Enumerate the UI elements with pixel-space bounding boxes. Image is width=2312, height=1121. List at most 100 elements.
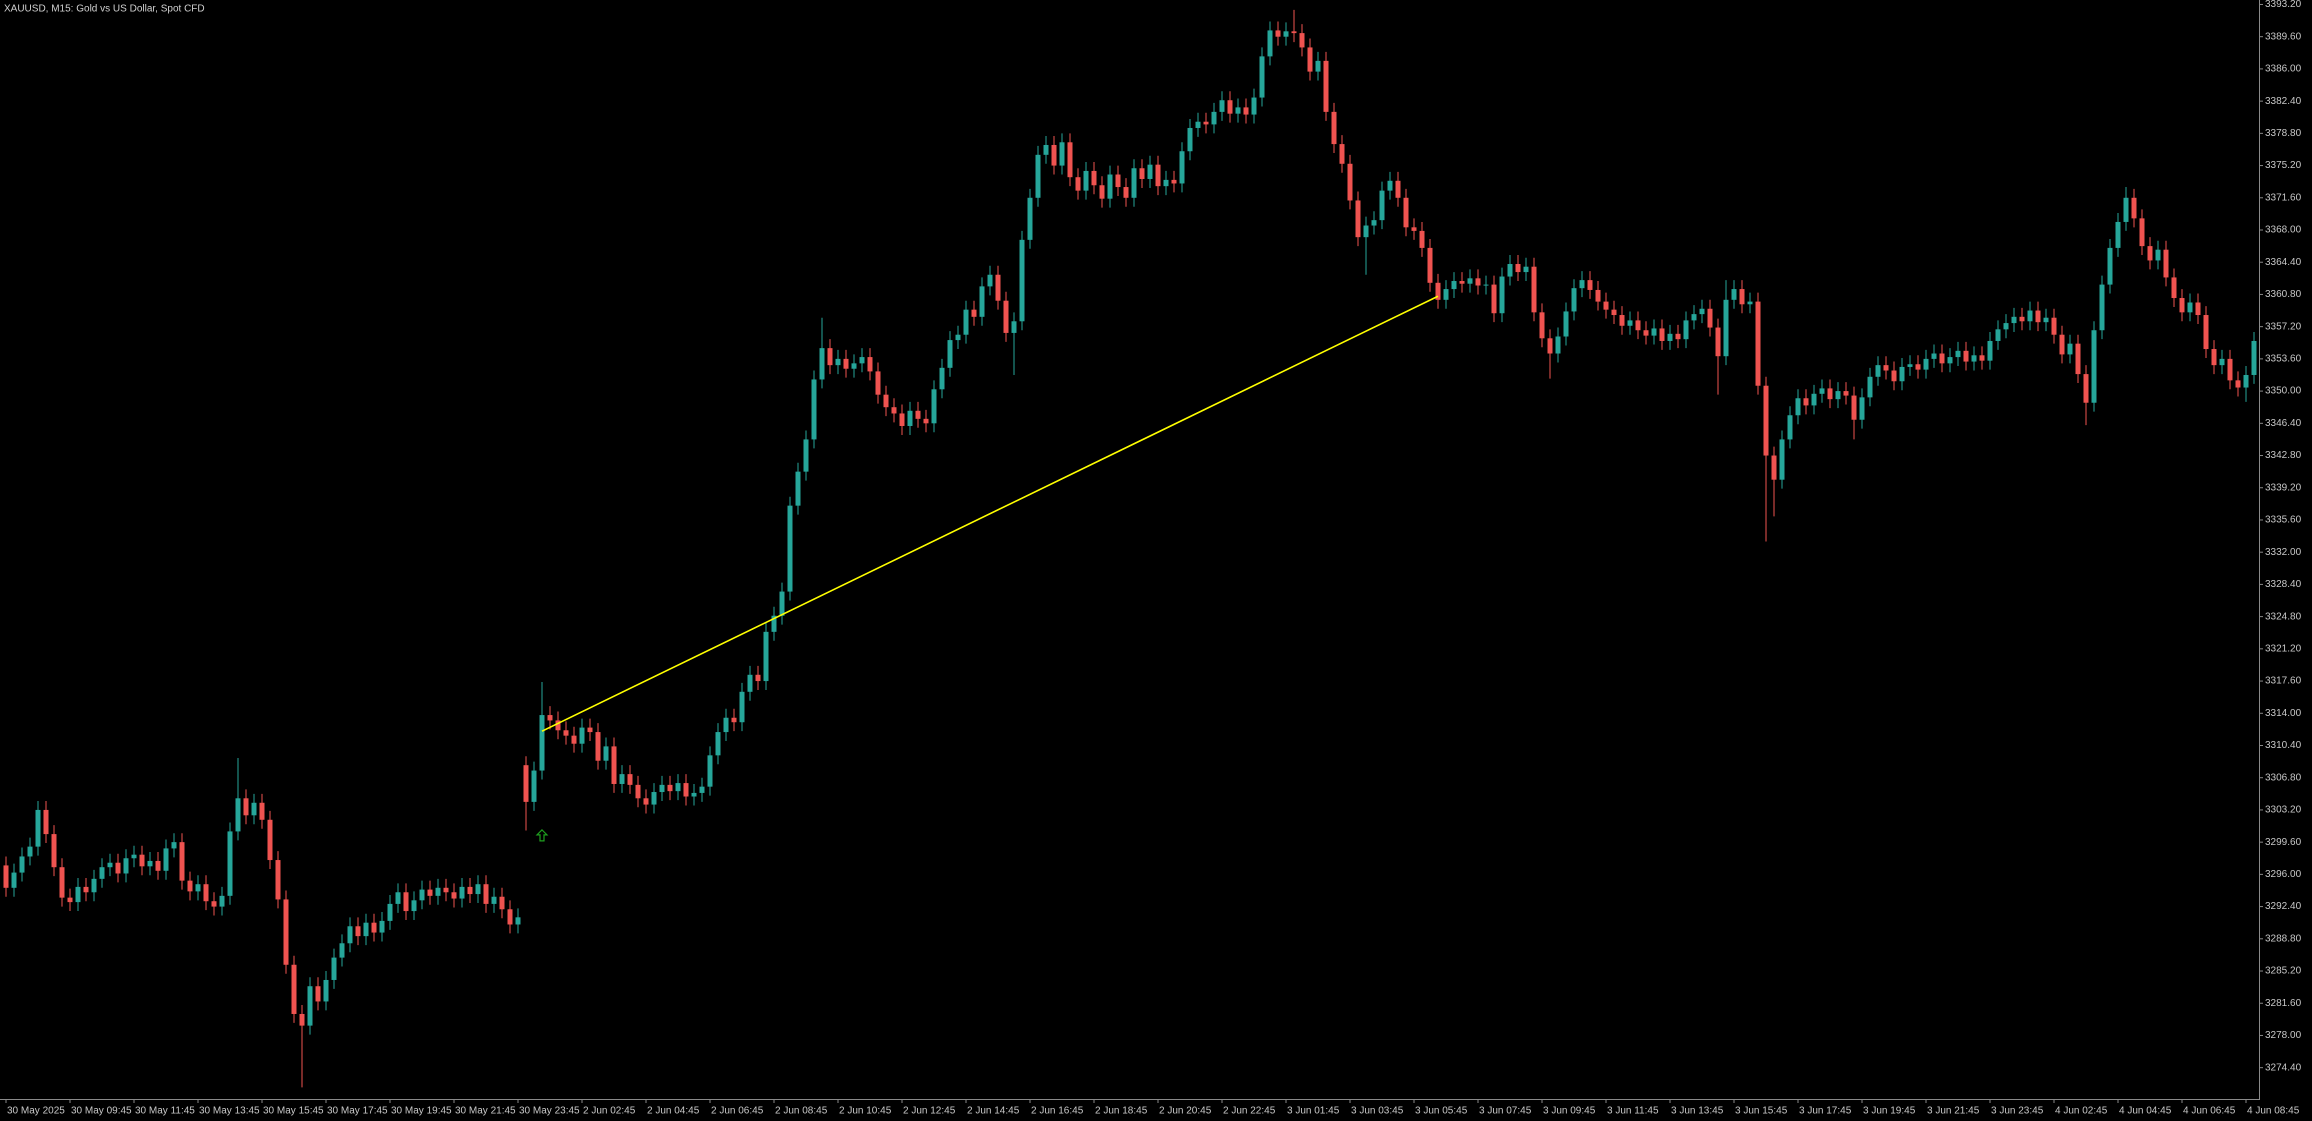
candle-body <box>67 897 73 903</box>
candle-body <box>995 274 1001 301</box>
candle-body <box>2107 247 2113 285</box>
candle-body <box>179 842 185 881</box>
candle-body <box>2011 316 2017 324</box>
candle-body <box>1843 391 1849 396</box>
y-tick-label: 3386.00 <box>2265 64 2302 75</box>
candle-body <box>2067 343 2073 355</box>
candle-body <box>2123 197 2129 222</box>
candle-body <box>347 926 353 944</box>
candle-body <box>923 418 929 424</box>
candle-body <box>1347 163 1353 201</box>
trend-line <box>541 295 1439 732</box>
y-tick-label: 3393.20 <box>2265 0 2302 10</box>
candle-body <box>1107 174 1113 199</box>
y-tick-label: 3368.00 <box>2265 225 2302 236</box>
candle-body <box>1331 111 1337 145</box>
candle-body <box>131 854 137 859</box>
candle-body <box>1571 288 1577 312</box>
candle-body <box>1435 282 1441 300</box>
candle-body <box>147 860 153 867</box>
candle-body <box>1259 56 1265 98</box>
candle-body <box>1307 47 1313 72</box>
candle-body <box>1139 168 1145 179</box>
x-tick-label: 2 Jun 20:45 <box>1159 1106 1212 1117</box>
candle-body <box>1339 144 1345 164</box>
candle-body <box>955 334 961 341</box>
x-tick-label: 30 May 09:45 <box>71 1106 132 1117</box>
candle-body <box>1379 190 1385 221</box>
candle-body <box>1147 164 1153 179</box>
y-tick-label: 3353.60 <box>2265 354 2302 365</box>
candle-body <box>1931 353 1937 359</box>
x-tick-label: 3 Jun 21:45 <box>1927 1106 1980 1117</box>
candle-body <box>2139 218 2145 247</box>
candle-body <box>763 631 769 682</box>
candle-body <box>1115 174 1121 188</box>
candle-body <box>275 860 281 900</box>
x-tick-label: 30 May 17:45 <box>327 1106 388 1117</box>
candle-body <box>859 357 865 364</box>
candle-body <box>1163 179 1169 187</box>
candle-body <box>1707 308 1713 328</box>
candle-body <box>1275 30 1281 37</box>
y-tick-label: 3389.60 <box>2265 31 2302 42</box>
candle-body <box>475 884 481 895</box>
candle-body <box>1323 60 1329 112</box>
candle-body <box>1011 321 1017 333</box>
candle-body <box>819 348 825 380</box>
x-tick-label: 2 Jun 16:45 <box>1031 1106 1084 1117</box>
candle-body <box>171 842 177 849</box>
candle-body <box>1403 197 1409 228</box>
candle-body <box>211 901 217 907</box>
y-tick-label: 3378.80 <box>2265 128 2302 139</box>
y-tick-label: 3364.40 <box>2265 257 2302 268</box>
candle-body <box>1355 200 1361 238</box>
candle-body <box>803 439 809 472</box>
candle-body <box>651 792 657 805</box>
candle-body <box>2059 334 2065 355</box>
candle-body <box>1267 30 1273 57</box>
candle-body <box>587 727 593 733</box>
candle-body <box>139 854 145 867</box>
candle-body <box>2179 298 2185 313</box>
x-tick-label: 3 Jun 05:45 <box>1415 1106 1468 1117</box>
candle-body <box>1067 142 1073 178</box>
candle-body <box>1395 180 1401 198</box>
y-tick-label: 3342.80 <box>2265 450 2302 461</box>
candle-body <box>755 674 761 682</box>
y-tick-label: 3339.20 <box>2265 482 2302 493</box>
candle-body <box>1891 370 1897 382</box>
candle-body <box>1467 278 1473 284</box>
candle-body <box>235 798 241 832</box>
candle-body <box>827 348 833 366</box>
candle-body <box>2211 349 2217 366</box>
candle-body <box>1195 121 1201 128</box>
candle-body <box>19 856 25 873</box>
candle-body <box>83 886 89 893</box>
candle-body <box>267 819 273 861</box>
candle-body <box>1515 264 1521 273</box>
candle-body <box>467 886 473 895</box>
x-tick-label: 2 Jun 08:45 <box>775 1106 828 1117</box>
y-tick-label: 3274.40 <box>2265 1062 2302 1073</box>
candle-body <box>1371 220 1377 226</box>
buy-arrow <box>535 829 549 842</box>
candle-body <box>699 786 705 793</box>
candle-body <box>1203 121 1209 125</box>
x-tick-label: 30 May 15:45 <box>263 1106 324 1117</box>
y-tick-label: 3346.40 <box>2265 418 2302 429</box>
candle-body <box>1643 330 1649 336</box>
candle-body <box>251 802 257 816</box>
candle-body <box>2027 310 2033 322</box>
candle-body <box>1387 180 1393 191</box>
candle-body <box>603 746 609 761</box>
y-tick-label: 3317.60 <box>2265 676 2302 687</box>
candle-body <box>1299 33 1305 48</box>
candle-body <box>963 309 969 335</box>
candle-body <box>339 943 345 958</box>
candle-body <box>707 755 713 787</box>
candle-body <box>27 846 33 857</box>
candle-body <box>2003 323 2009 330</box>
